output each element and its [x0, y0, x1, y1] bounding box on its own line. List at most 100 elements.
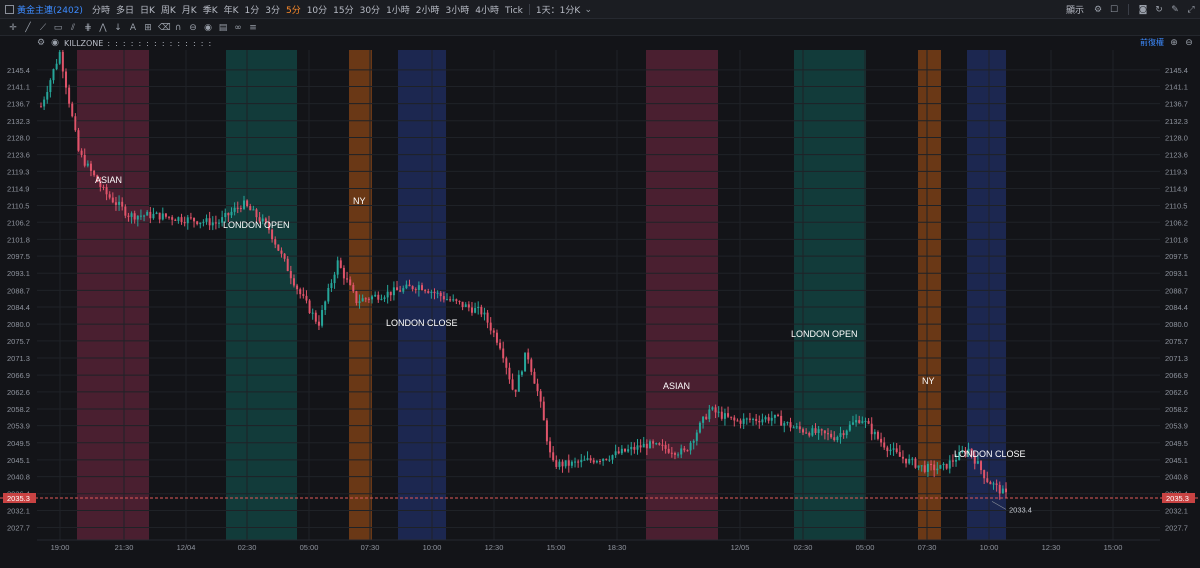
zoom-out-icon[interactable]: ⊖ [1185, 37, 1193, 48]
candle-body [658, 443, 661, 445]
candle-body [255, 209, 258, 218]
magnet-icon[interactable]: ∩ [174, 22, 182, 33]
session-label: LONDON OPEN [223, 220, 290, 230]
last-price-value: 2035.3 [1166, 494, 1189, 503]
measure-icon[interactable]: ⊞ [144, 22, 152, 33]
timeframe-button[interactable]: 3小時 [445, 6, 470, 16]
channel-icon[interactable]: ⫽ [70, 22, 75, 33]
candle-body [283, 253, 286, 259]
fib-icon[interactable]: ⋕ [84, 22, 92, 33]
candle-body [470, 307, 473, 313]
candle-body [439, 292, 442, 297]
candle-body [673, 453, 676, 455]
candle-body [124, 206, 127, 216]
zoom-in-icon[interactable]: ⊕ [1170, 37, 1178, 48]
timeframe-button[interactable]: 年K [223, 6, 239, 16]
timeframe-button[interactable]: Tick [505, 6, 523, 16]
camera-icon[interactable]: ◙ [1138, 4, 1148, 15]
timeframe-button[interactable]: 月K [181, 6, 197, 16]
candle-body [848, 424, 851, 431]
trendline-icon[interactable]: ╱ [25, 22, 31, 33]
candle-body [499, 342, 502, 349]
candle-body [933, 464, 936, 471]
text-icon[interactable]: A [129, 22, 137, 33]
timeframe-button[interactable]: 季K [202, 6, 218, 16]
candle-body [964, 451, 967, 454]
symbol-selector[interactable]: 黃金主連(2402) [17, 6, 83, 16]
x-tick-label: 10:00 [980, 543, 999, 552]
candle-body [511, 379, 514, 390]
candle-body [83, 154, 86, 166]
chevron-down-icon[interactable]: ⌄ [584, 4, 593, 15]
window-icon[interactable] [5, 5, 14, 14]
candle-body [889, 449, 892, 452]
timeframe-button[interactable]: 3分 [265, 6, 280, 16]
top-toolbar: 黃金主連(2402) 分時 多日 日K 周K 月K 季K 年K 1分 3分 5分 10分 15分 30分… [0, 0, 1200, 19]
candle-body [383, 297, 386, 299]
crosshair-icon[interactable]: ✛ [9, 22, 17, 33]
settings-icon[interactable]: ⚙ [1093, 4, 1103, 15]
lines-icon[interactable]: ≡ [249, 22, 257, 33]
candle-body [449, 299, 452, 301]
timeframe-button[interactable]: 2小時 [415, 6, 440, 16]
candle-body [52, 69, 55, 81]
candle-body [327, 287, 330, 302]
pen-icon[interactable]: ✎ [1171, 4, 1179, 15]
eye-icon[interactable]: ◉ [204, 22, 212, 33]
indicator-eye-icon[interactable]: ◉ [51, 38, 59, 48]
candle-body [205, 218, 208, 222]
candle-body [492, 330, 495, 333]
range-selector[interactable]: 1天：1分K [535, 6, 581, 16]
timeframe-button[interactable]: 4小時 [475, 6, 499, 16]
candle-body [686, 450, 689, 452]
y-tick-left: 2093.1 [7, 269, 30, 278]
candle-body [802, 429, 805, 433]
timeframe-button[interactable]: 分時 [91, 6, 110, 16]
pattern-icon[interactable]: ⋀ [99, 22, 107, 33]
display-menu[interactable]: 顯示 [1065, 6, 1084, 16]
candle-body [277, 244, 280, 251]
rectangle-icon[interactable]: ▭ [53, 22, 63, 33]
trash-icon[interactable]: ▤ [218, 22, 228, 33]
timeframe-button[interactable]: 周K [160, 6, 176, 16]
y-tick-left: 2049.5 [7, 439, 30, 448]
candle-body [99, 181, 102, 187]
layout-icon[interactable]: ☐ [1109, 4, 1119, 15]
price-adjust-button[interactable]: 前復權 [1140, 38, 1164, 47]
indicator-settings-icon[interactable]: ⚙ [36, 38, 46, 48]
candle-body [798, 426, 801, 430]
candle-body [455, 299, 458, 301]
candle-body [424, 290, 427, 292]
timeframe-button[interactable]: 10分 [306, 6, 328, 16]
timeframe-button[interactable]: 5分 [285, 6, 301, 16]
candle-body [171, 217, 174, 220]
candle-body [670, 452, 673, 454]
fullscreen-icon[interactable]: ⤢ [1187, 4, 1195, 15]
timeframe-button[interactable]: 30分 [359, 6, 381, 16]
candle-body [371, 296, 374, 300]
refresh-icon[interactable]: ↻ [1155, 4, 1163, 15]
timeframe-button[interactable]: 多日 [115, 6, 134, 16]
price-chart[interactable]: ASIAN LONDON OPEN NY LONDON CLOSE ASIAN LONDO… [0, 50, 1200, 568]
ray-icon[interactable]: ⟋ [39, 22, 47, 33]
candle-body [814, 428, 817, 433]
candle-body [602, 458, 605, 462]
arrow-down-icon[interactable]: ↓ [114, 22, 122, 33]
timeframe-button[interactable]: 日K [139, 6, 155, 16]
timeframe-button[interactable]: 1分 [244, 6, 260, 16]
lock-icon[interactable]: ⊖ [189, 22, 197, 33]
timeframe-button[interactable]: 15分 [333, 6, 354, 16]
candle-body [40, 106, 42, 108]
y-tick-right: 2066.9 [1165, 371, 1188, 380]
y-tick-right: 2071.3 [1165, 354, 1188, 363]
link-icon[interactable]: ∞ [234, 22, 242, 33]
y-tick-right: 2097.5 [1165, 252, 1188, 261]
timeframe-button[interactable]: 1小時 [386, 6, 410, 16]
candle-body [536, 383, 539, 392]
candle-body [339, 260, 342, 268]
eraser-icon[interactable]: ⌫ [158, 22, 171, 33]
candle-body [271, 229, 274, 240]
candle-body [826, 433, 829, 435]
candle-body [58, 51, 61, 64]
x-tick-label: 02:30 [794, 543, 813, 552]
